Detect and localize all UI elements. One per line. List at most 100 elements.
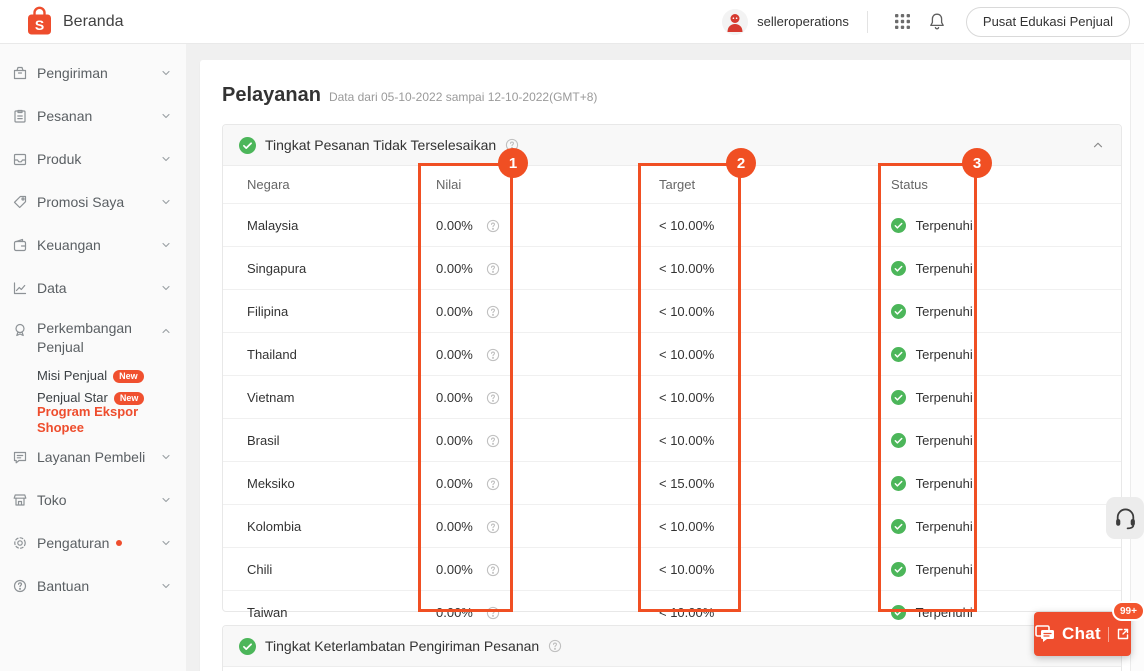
new-badge: New (113, 391, 145, 405)
chat-label: Chat (1062, 624, 1101, 643)
avatar[interactable] (722, 8, 749, 35)
help-icon[interactable] (486, 434, 500, 448)
chevron-down-icon (160, 196, 172, 208)
success-check-icon (239, 637, 256, 655)
target-cell: < 10.00% (659, 217, 715, 233)
value-text: 0.00% (436, 561, 473, 577)
gear-icon (12, 535, 28, 551)
sidebar-item-perkembangan-penjual[interactable]: Perkembangan Penjual (0, 319, 186, 361)
chevron-down-icon (160, 537, 172, 549)
new-badge: New (113, 369, 144, 383)
home-link[interactable]: S Beranda (0, 6, 124, 37)
sidebar-item-pengaturan[interactable]: Pengaturan (0, 531, 186, 555)
col-header-target: Target (659, 177, 696, 192)
edu-center-button[interactable]: Pusat Edukasi Penjual (965, 6, 1130, 37)
sidebar-item-promosi-saya[interactable]: Promosi Saya (0, 190, 186, 214)
divider (866, 10, 868, 33)
target-cell: < 10.00% (659, 389, 715, 405)
sidebar-item-label: Bantuan (37, 577, 90, 594)
help-icon[interactable] (486, 262, 500, 276)
sidebar-subitem-misi-penjual[interactable]: Misi Penjual New (37, 365, 186, 387)
help-icon[interactable] (486, 219, 500, 233)
check-icon (891, 304, 906, 320)
sidebar-item-label: Perkembangan Penjual (37, 320, 132, 355)
table-row: Thailand 0.00% < 10.00% Terpenuhi (223, 332, 1121, 376)
table-row: Brasil 0.00% < 10.00% Terpenuhi (223, 418, 1121, 462)
sidebar-item-toko[interactable]: Toko (0, 488, 186, 512)
check-icon (891, 390, 906, 406)
sidebar-item-label: Keuangan (37, 236, 101, 253)
col-header-negara: Negara (247, 177, 290, 192)
shopee-logo-icon: S (26, 6, 53, 37)
status-text: Terpenuhi (915, 347, 973, 363)
sidebar-item-label: Promosi Saya (37, 193, 125, 210)
status-text: Terpenuhi (915, 519, 973, 535)
chevron-up-icon (160, 325, 172, 337)
table-row: Singapura 0.00% < 10.00% Terpenuhi (223, 246, 1121, 290)
sidebar-item-pengiriman[interactable]: Pengiriman (0, 61, 186, 85)
top-bar-actions: selleroperations Pusat Edukasi Penjual (722, 6, 1144, 37)
help-icon[interactable] (486, 348, 500, 362)
check-icon (891, 519, 906, 535)
shop-icon (12, 492, 28, 508)
notification-bell-icon[interactable] (920, 12, 954, 31)
help-icon[interactable] (486, 563, 500, 577)
sidebar-item-data[interactable]: Data (0, 276, 186, 300)
chevron-down-icon (160, 153, 172, 165)
scrollbar[interactable] (1130, 44, 1144, 671)
chat-button[interactable]: Chat (1034, 612, 1131, 656)
country-cell: Filipina (247, 303, 289, 319)
sidebar-item-label: Toko (37, 491, 67, 508)
help-icon[interactable] (486, 305, 500, 319)
sidebar-item-pesanan[interactable]: Pesanan (0, 104, 186, 128)
date-range: Data dari 05-10-2022 sampai 12-10-2022(G… (328, 90, 598, 104)
support-headset-icon (1113, 506, 1138, 531)
value-text: 0.00% (436, 432, 473, 448)
country-cell: Thailand (247, 346, 297, 362)
card-header[interactable]: Tingkat Keterlambatan Pengiriman Pesanan (223, 626, 1121, 667)
country-cell: Singapura (247, 260, 307, 276)
help-icon[interactable] (486, 520, 500, 534)
svg-text:S: S (35, 17, 44, 33)
help-icon[interactable] (486, 606, 500, 620)
page-header: Pelayanan Data dari 05-10-2022 sampai 12… (222, 84, 597, 107)
status-text: Terpenuhi (915, 261, 973, 277)
chevron-down-icon (160, 282, 172, 294)
table-row: Malaysia 0.00% < 10.00% Terpenuhi (223, 203, 1121, 247)
support-headset-button[interactable] (1106, 497, 1144, 539)
help-icon[interactable] (548, 639, 562, 653)
page-breadcrumb: Beranda (63, 12, 124, 30)
sidebar-item-keuangan[interactable]: Keuangan (0, 233, 186, 257)
sidebar-item-label: Pesanan (37, 107, 93, 124)
chevron-up-icon[interactable] (1091, 138, 1105, 152)
chart-icon (12, 280, 28, 296)
section-title: Tingkat Keterlambatan Pengiriman Pesanan (265, 638, 540, 654)
table-row: Kolombia 0.00% < 10.00% Terpenuhi (223, 504, 1121, 548)
username[interactable]: selleroperations (757, 14, 849, 29)
sidebar-subitem-program-ekspor-shopee[interactable]: Program Ekspor Shopee (37, 404, 186, 435)
sidebar-subitem-label: Penjual Star (37, 390, 108, 405)
popout-icon[interactable] (1116, 627, 1130, 641)
apps-grid-icon[interactable] (886, 13, 920, 30)
target-cell: < 10.00% (659, 518, 715, 534)
help-icon[interactable] (486, 477, 500, 491)
metrics-table: Negara Nilai Target Status Malaysia 0.00… (223, 166, 1121, 633)
tag-icon (12, 194, 28, 210)
sidebar-subitem-penjual-star[interactable]: Penjual Star New (37, 387, 186, 409)
table-header-row: Negara Nilai Target Status (223, 166, 1121, 204)
chat-bubble-icon (1035, 625, 1055, 643)
check-icon (891, 605, 906, 621)
sidebar-item-label: Layanan Pembeli (37, 448, 146, 465)
value-text: 0.00% (436, 260, 473, 276)
status-text: Terpenuhi (915, 390, 973, 406)
country-cell: Kolombia (247, 518, 302, 534)
help-icon[interactable] (486, 391, 500, 405)
metric-card-late-shipment: Tingkat Keterlambatan Pengiriman Pesanan (222, 625, 1122, 671)
sidebar-item-label: Produk (37, 150, 82, 167)
sidebar-item-produk[interactable]: Produk (0, 147, 186, 171)
chevron-down-icon (160, 110, 172, 122)
sidebar-item-bantuan[interactable]: Bantuan (0, 574, 186, 598)
sidebar-item-layanan-pembeli[interactable]: Layanan Pembeli (0, 445, 186, 469)
annotation-number-3: 3 (962, 148, 992, 178)
table-row: Vietnam 0.00% < 10.00% Terpenuhi (223, 375, 1121, 419)
